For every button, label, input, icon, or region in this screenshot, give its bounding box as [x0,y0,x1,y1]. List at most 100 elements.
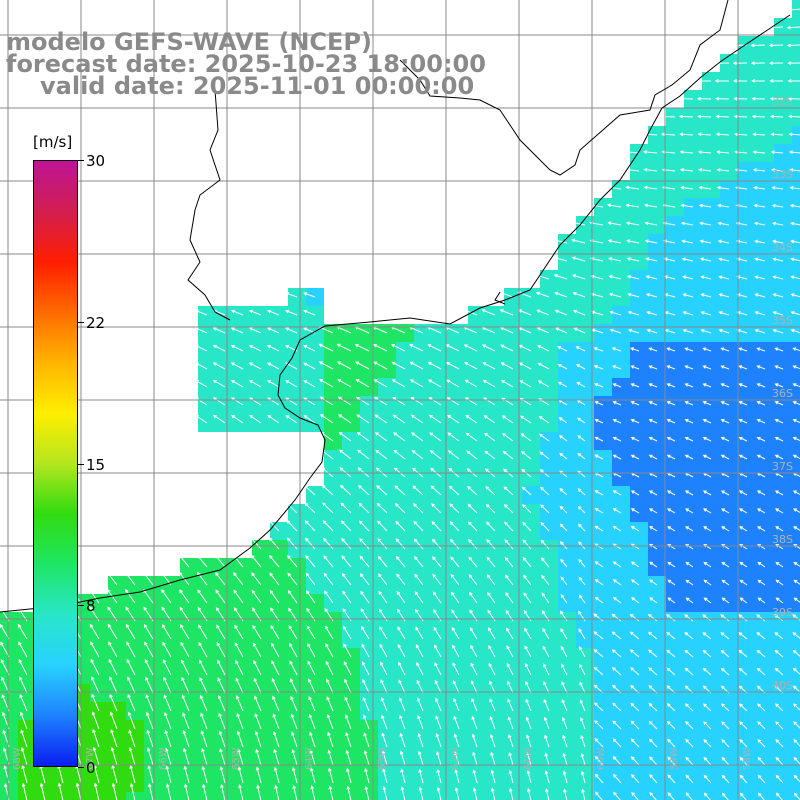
wind-vector [703,703,712,712]
wind-vector [303,345,316,352]
wind-vector [679,150,694,154]
wind-vector [561,699,568,712]
wind-vector [178,554,190,568]
wind-vector [738,454,748,460]
wind-vector [775,739,784,748]
wind-vector [434,679,442,694]
wind-vector [271,660,280,676]
wind-vector [410,397,424,406]
wind-vector [429,450,442,460]
wind-vector [506,662,514,676]
wind-vector [230,344,244,352]
wind-vector [520,415,532,424]
wind-vector [394,485,406,496]
wind-vector [697,150,712,154]
wind-vector [684,365,694,370]
wind-vector [739,721,748,730]
wind-vector [648,401,658,406]
wind-vector [612,773,622,784]
wind-vector [593,347,604,352]
wind-vector [200,730,208,748]
wind-vector [412,485,424,496]
longitude-label: 59W [669,747,680,770]
wind-vector [573,327,586,334]
longitude-label: 58W [742,747,753,770]
wind-vector [392,414,406,424]
wind-vector [739,561,748,568]
wind-vector [643,185,658,190]
wind-vector [756,401,766,406]
wind-speed-cell [90,792,108,800]
wind-vector [355,396,370,406]
wind-vector [702,649,712,658]
wind-vector [629,649,640,658]
wind-vector [739,739,748,748]
wind-vector [504,539,514,550]
wind-vector [395,538,406,550]
wind-vector [488,680,496,694]
wind-vector [699,257,712,262]
map-title-model: modelo GEFS-WAVE (NCEP) [6,28,372,56]
wind-vector [788,114,800,119]
wind-vector [537,380,550,388]
wind-vector [697,132,712,137]
wind-vector [732,61,748,66]
wind-vector [400,768,406,784]
wind-vector [771,168,784,172]
wind-vector [395,520,406,532]
wind-vector [253,677,262,694]
wind-vector [303,309,316,316]
wind-vector [393,432,406,442]
wind-vector [233,572,244,586]
wind-vector [488,662,496,676]
wind-vector [756,383,766,388]
wind-vector [666,720,676,730]
wind-speed-cell [126,792,144,800]
wind-vector [630,667,640,676]
wind-vector [720,490,730,496]
wind-vector [359,555,370,568]
wind-vector [769,61,784,66]
wind-vector [147,783,154,800]
wind-vector [720,667,730,676]
wind-vector [143,623,154,640]
wind-vector [682,293,694,298]
wind-vector [580,752,586,766]
wind-vector [684,703,694,712]
wind-vector [236,712,244,730]
wind-vector [666,383,676,388]
wind-vector [291,731,298,748]
wind-vector [721,721,730,730]
wind-vector [391,379,406,388]
wind-vector [555,327,568,334]
wind-vector [322,502,334,514]
wind-vector [552,238,568,244]
wind-vector [504,574,514,586]
wind-vector [703,756,712,766]
wind-vector [559,488,568,496]
wind-vector [756,649,766,658]
wind-vector [536,327,550,334]
wind-vector [663,239,676,244]
wind-vector [218,730,226,748]
wind-vector [594,490,604,496]
wind-vector [108,676,118,694]
wind-vector [435,733,442,748]
wind-speed-cell [288,792,306,800]
longitude-label: 60W [596,747,607,770]
wind-vector [702,436,712,442]
wind-vector [757,703,766,712]
wind-speed-cell [594,792,612,800]
wind-vector [309,767,316,784]
wind-vector [92,728,100,748]
wind-vector [415,626,424,640]
wind-vector [430,485,442,496]
wind-vector [504,521,514,532]
wind-vector [447,450,460,460]
wind-vector [504,556,514,568]
wind-speed-cell [792,612,800,630]
wind-vector [162,641,172,658]
wind-vector [21,764,28,784]
wind-vector [162,659,172,676]
wind-vector [266,344,280,352]
